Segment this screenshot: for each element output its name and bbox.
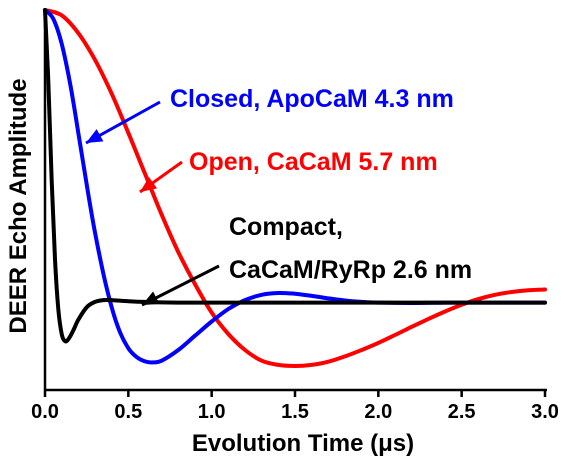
- x-tick-label: 2.0: [364, 401, 392, 423]
- label-compact-cacam-ryrp-line-2: CaCaM/RyRp 2.6 nm: [229, 256, 472, 284]
- x-axis-title: Evolution Time (μs): [192, 430, 414, 457]
- label-closed-apocam: Closed, ApoCaM 4.3 nm: [170, 85, 454, 113]
- series-closed-apocam-line: [43, 8, 547, 365]
- x-tick-label: 0.0: [31, 401, 59, 423]
- x-tick-label: 3.0: [531, 401, 559, 423]
- label-open-cacam-arrowhead: [140, 177, 158, 192]
- x-tick-label: 2.5: [448, 401, 476, 423]
- label-open-cacam: Open, CaCaM 5.7 nm: [189, 148, 438, 176]
- x-tick-label: 0.5: [114, 401, 142, 423]
- x-tick-label: 1.0: [198, 401, 226, 423]
- y-axis-title: DEER Echo Amplitude: [5, 78, 32, 333]
- series-compact-cacam-ryrp-line: [43, 8, 547, 344]
- plot-lines: [43, 8, 547, 368]
- label-compact-cacam-ryrp-line-1: Compact,: [229, 213, 343, 241]
- annotations: Closed, ApoCaM 4.3 nm Open, CaCaM 5.7 nm C…: [85, 85, 472, 307]
- x-tick-label: 1.5: [281, 401, 309, 423]
- series-open-cacam-line: [43, 8, 547, 368]
- label-compact-cacam-ryrp-arrowhead: [142, 291, 160, 305]
- x-ticks: 0.0 0.5 1.0 1.5 2.0 2.5 3.0: [31, 390, 559, 423]
- label-closed-apocam-arrowhead: [86, 129, 104, 143]
